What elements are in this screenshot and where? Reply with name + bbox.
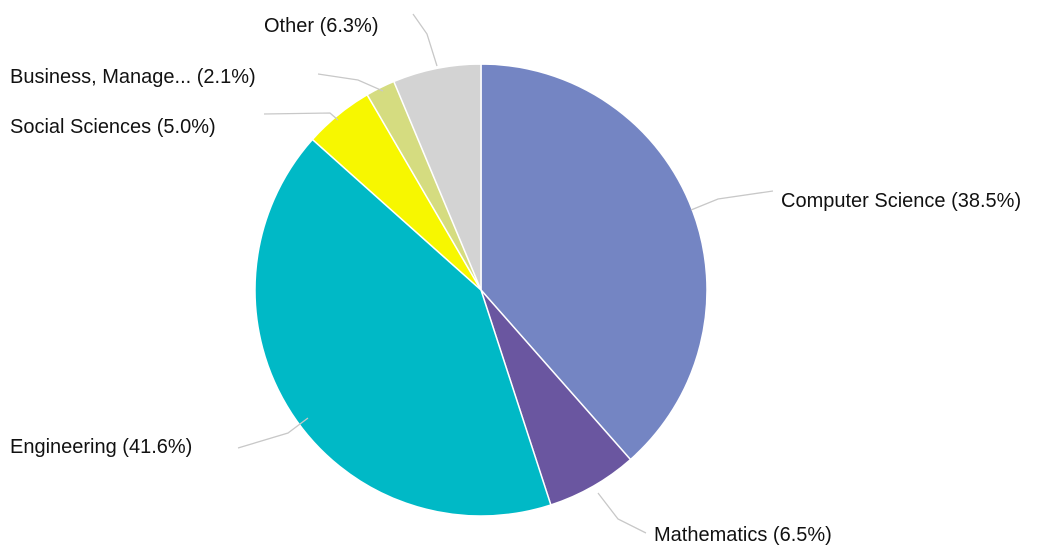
leader-lines-layer [237,13,774,534]
slice-label-engineering: Engineering (41.6%) [10,436,192,458]
leader-line-mathematics [597,492,647,534]
leader-line-computer-science [690,190,774,211]
slices-layer [254,63,708,517]
slice-label-business-manage: Business, Manage... (2.1%) [10,66,256,88]
leader-line-social-sciences [263,112,339,121]
leader-line-engineering [237,417,309,449]
pie-slice-engineering[interactable] [254,138,552,517]
slice-label-other: Other (6.3%) [264,15,378,37]
slice-label-social-sciences: Social Sciences (5.0%) [10,116,216,138]
pie-slice-other[interactable] [392,63,482,291]
slice-label-mathematics: Mathematics (6.5%) [654,524,832,546]
leader-line-other [412,13,438,67]
leader-line-business-manage [317,73,384,92]
slice-labels-layer: Computer Science (38.5%) Mathematics (6.5… [10,15,1021,546]
slice-label-computer-science: Computer Science (38.5%) [781,190,1021,212]
